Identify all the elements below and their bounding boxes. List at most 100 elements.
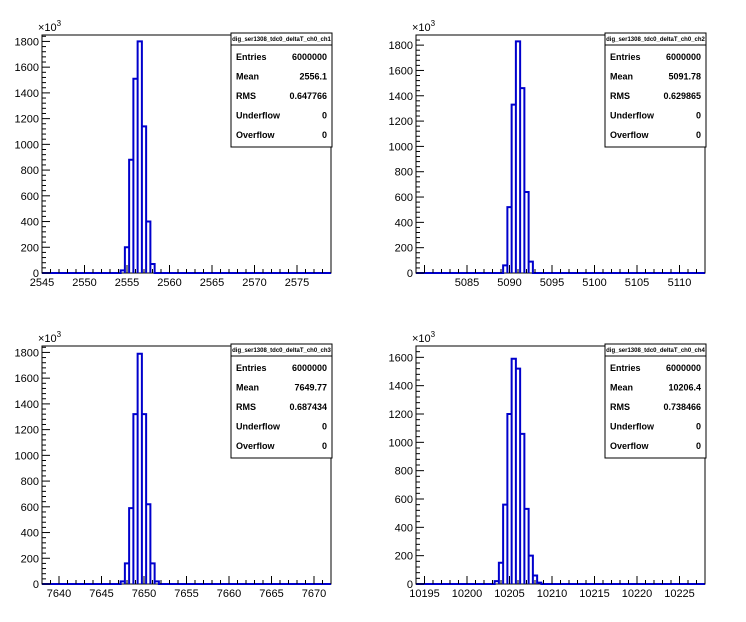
stats-box: dig_ser1308_tdc0_deltaT_ch0_ch2 Entries 60… <box>604 32 707 148</box>
histogram-bin <box>133 79 137 273</box>
histogram-bin <box>133 414 137 584</box>
histogram-bin <box>142 414 146 584</box>
stats-value: 0 <box>696 441 701 451</box>
histogram-bin <box>524 192 528 273</box>
x-tick-label: 2545 <box>30 277 54 289</box>
histogram-bin <box>142 126 146 273</box>
y-tick-label: 0 <box>407 268 413 280</box>
stats-value: 10206.4 <box>668 383 701 393</box>
x-tick-label: 7660 <box>217 588 241 600</box>
y-tick-label: 800 <box>395 466 413 478</box>
y-exponent-label: ×103 <box>412 19 436 34</box>
x-tick-label: 7640 <box>47 588 71 600</box>
x-tick-label: 2555 <box>115 277 139 289</box>
stats-title: dig_ser1308_tdc0_deltaT_ch0_ch1 <box>232 37 331 43</box>
x-tick-label: 2560 <box>157 277 181 289</box>
x-tick-label: 5105 <box>625 277 649 289</box>
stats-label: RMS <box>236 91 256 101</box>
y-tick-label: 400 <box>21 528 39 540</box>
y-tick-label: 0 <box>33 268 39 280</box>
stats-value: 0 <box>322 441 327 451</box>
histogram-line <box>416 40 705 274</box>
histogram-bin <box>524 509 528 584</box>
histogram-bin <box>121 581 125 584</box>
y-tick-label: 1200 <box>15 114 39 126</box>
stats-box: dig_ser1308_tdc0_deltaT_ch0_ch4 Entries 60… <box>604 343 707 459</box>
histogram-bin <box>138 41 142 273</box>
y-tick-label: 1600 <box>389 352 413 364</box>
y-tick-label: 600 <box>395 494 413 506</box>
histogram-bin <box>512 359 516 584</box>
stats-label: RMS <box>610 402 630 412</box>
histogram-bin <box>129 508 133 584</box>
y-tick-label: 1000 <box>15 139 39 151</box>
histogram-bin <box>520 434 524 584</box>
y-tick-label: 200 <box>21 553 39 565</box>
histogram-bin <box>516 369 520 584</box>
y-tick-label: 1400 <box>15 399 39 411</box>
histogram-bin <box>537 583 541 584</box>
histogram-line <box>42 352 331 585</box>
y-tick-label: 1800 <box>389 40 413 52</box>
stats-value: 0.738466 <box>663 402 701 412</box>
x-tick-label: 2575 <box>285 277 309 289</box>
stats-value: 0 <box>696 422 701 432</box>
y-tick-label: 200 <box>395 551 413 563</box>
stats-label: Entries <box>236 363 267 373</box>
x-tick-label: 7645 <box>89 588 113 600</box>
histogram-bin <box>529 262 533 273</box>
stats-value: 6000000 <box>292 363 327 373</box>
stats-label: Mean <box>236 383 259 393</box>
y-tick-label: 400 <box>395 522 413 534</box>
stats-label: Mean <box>236 72 259 82</box>
y-tick-label: 800 <box>21 476 39 488</box>
stats-value: 2556.1 <box>299 72 327 82</box>
y-exponent-base: ×10 <box>412 333 431 345</box>
histogram-bin <box>129 160 133 273</box>
stats-box: dig_ser1308_tdc0_deltaT_ch0_ch3 Entries 60… <box>230 343 333 459</box>
x-tick-label: 2570 <box>242 277 266 289</box>
y-tick-label: 1000 <box>15 450 39 462</box>
histogram-panel-4: 10195 10200 10205 10210 10215 10220 10225 0 200 4… <box>389 330 707 600</box>
stats-box: dig_ser1308_tdc0_deltaT_ch0_ch1 Entries 60… <box>230 32 333 148</box>
y-tick-label: 600 <box>21 502 39 514</box>
y-exponent-power: 3 <box>57 330 62 339</box>
x-tick-label: 5090 <box>497 277 521 289</box>
x-tick-label: 10210 <box>537 588 568 600</box>
y-tick-label: 800 <box>21 165 39 177</box>
histogram-panel-1: 2545 2550 2555 2560 2565 2570 2575 0 200 400 600 80… <box>15 19 333 289</box>
histogram-bin <box>520 88 524 273</box>
stats-value: 0 <box>322 422 327 432</box>
stats-title: dig_ser1308_tdc0_deltaT_ch0_ch4 <box>606 348 705 354</box>
histogram-bin <box>138 354 142 584</box>
x-tick-label: 5110 <box>668 277 692 289</box>
y-exponent-label: ×103 <box>412 330 436 345</box>
stats-label: Underflow <box>610 422 655 432</box>
histogram-line <box>416 357 705 585</box>
stats-label: Underflow <box>610 111 655 121</box>
stats-label: Entries <box>610 363 641 373</box>
y-tick-label: 1000 <box>389 437 413 449</box>
histogram-bin <box>503 505 507 584</box>
histogram-bin <box>507 207 511 273</box>
x-tick-label: 7665 <box>259 588 283 600</box>
histogram-bin <box>507 414 511 584</box>
stats-label: Entries <box>236 52 267 62</box>
histogram-bin <box>495 581 499 584</box>
histogram-bin <box>529 556 533 584</box>
y-tick-label: 1200 <box>389 116 413 128</box>
y-exponent-power: 3 <box>431 19 436 28</box>
y-exponent-label: ×103 <box>38 19 62 34</box>
stats-label: Entries <box>610 52 641 62</box>
y-exponent-label: ×103 <box>38 330 62 345</box>
y-tick-label: 1400 <box>389 91 413 103</box>
stats-title: dig_ser1308_tdc0_deltaT_ch0_ch3 <box>232 348 331 354</box>
x-tick-label: 10205 <box>494 588 525 600</box>
y-tick-label: 1400 <box>389 381 413 393</box>
stats-value: 6000000 <box>666 52 701 62</box>
x-tick-label: 2550 <box>72 277 96 289</box>
stats-box-frame <box>230 32 333 148</box>
stats-label: Mean <box>610 72 633 82</box>
y-exponent-power: 3 <box>431 330 436 339</box>
stats-value: 5091.78 <box>668 72 701 82</box>
